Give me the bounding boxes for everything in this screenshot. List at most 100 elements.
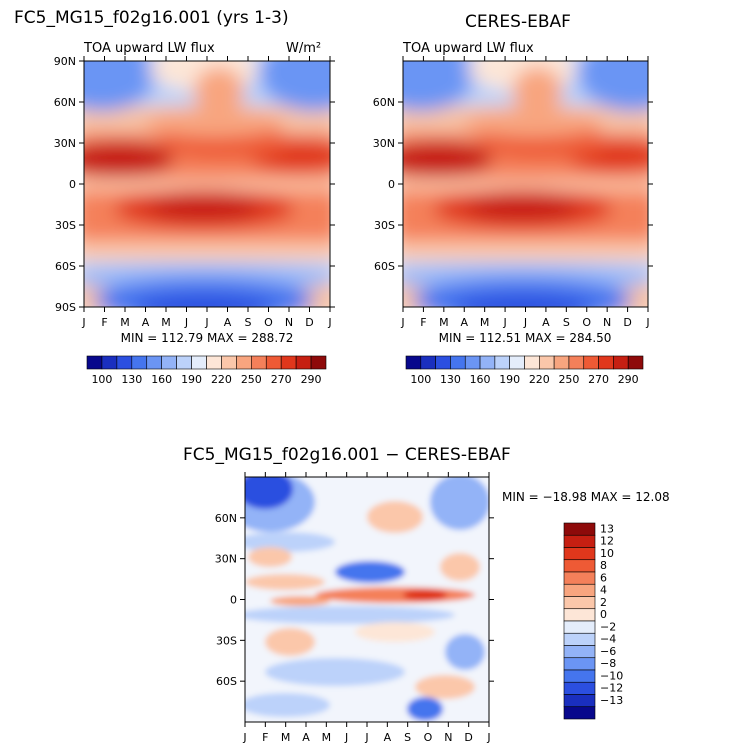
- colorbar-swatch: [131, 355, 148, 370]
- colorbar-swatch: [563, 620, 596, 634]
- colorbar-swatch: [583, 355, 599, 370]
- colorbar-swatch: [405, 355, 422, 370]
- colorbar-label: 0: [600, 608, 607, 621]
- colorbar-label: −6: [600, 645, 616, 658]
- colorbar-label: −10: [600, 669, 623, 682]
- colorbar-label: 220: [211, 373, 232, 386]
- x-tick-label: N: [444, 731, 452, 744]
- panel2-contour-field: [403, 61, 648, 307]
- x-tick-label: D: [623, 316, 631, 329]
- x-tick-label: J: [645, 316, 649, 329]
- x-tick-label: J: [364, 731, 368, 744]
- colorbar-label: 4: [600, 584, 607, 597]
- x-tick-label: N: [285, 316, 293, 329]
- colorbar-label: 130: [121, 373, 142, 386]
- colorbar-label: 270: [271, 373, 292, 386]
- colorbar-swatch: [435, 355, 451, 370]
- colorbar-swatch: [563, 706, 596, 720]
- colorbar-label: 250: [241, 373, 262, 386]
- panel1-units: W/m²: [286, 41, 321, 56]
- x-tick-label: M: [322, 731, 332, 744]
- colorbar-swatch: [563, 645, 596, 659]
- x-tick-label: J: [242, 731, 246, 744]
- colorbar-label: −2: [600, 620, 616, 633]
- colorbar-label: −4: [600, 633, 616, 646]
- panel1-title: FC5_MG15_f02g16.001 (yrs 1-3): [14, 8, 289, 28]
- colorbar-swatch: [509, 355, 525, 370]
- colorbar-swatch: [539, 355, 555, 370]
- x-tick-label: M: [161, 316, 171, 329]
- y-tick-label: 60N: [54, 96, 76, 109]
- x-tick-label: F: [101, 316, 107, 329]
- panel1-y-axis: 90N 60N 30N 0 30S 60S 90S: [54, 55, 335, 314]
- y-tick-label: 30N: [54, 137, 76, 150]
- y-tick-label: 0: [388, 178, 395, 191]
- panel3-minmax: MIN = −18.98 MAX = 12.08: [502, 490, 670, 504]
- x-tick-label: D: [464, 731, 472, 744]
- colorbar-label: 190: [181, 373, 202, 386]
- colorbar-label: 100: [410, 373, 431, 386]
- colorbar-swatch: [191, 355, 207, 370]
- panel-ceres: CERES-EBAF TOA upward LW flux 60N 30N 0 30S…: [373, 12, 653, 345]
- colorbar-swatch: [146, 355, 162, 370]
- colorbar-swatch: [563, 534, 596, 548]
- colorbar-swatch: [206, 355, 222, 370]
- colorbar-swatch: [494, 355, 510, 370]
- colorbar-swatch: [101, 355, 118, 370]
- colorbar-swatch: [598, 355, 614, 370]
- x-tick-label: M: [120, 316, 130, 329]
- x-tick-label: M: [281, 731, 291, 744]
- colorbar-swatch: [450, 355, 466, 370]
- colorbar-swatch: [563, 657, 596, 671]
- panel1-contour-field: [84, 61, 330, 307]
- colorbar-label: 6: [600, 571, 607, 584]
- colorbar-swatch: [563, 571, 596, 585]
- x-tick-label: S: [245, 316, 252, 329]
- y-tick-label: 60S: [374, 260, 395, 273]
- x-tick-label: S: [563, 316, 570, 329]
- colorbar-swatch: [310, 355, 327, 370]
- panel1-subtitle: TOA upward LW flux: [83, 41, 215, 56]
- colorbar-swatch: [613, 355, 629, 370]
- colorbar-model: 100 130 160 190 220 250 270 290: [86, 355, 327, 386]
- x-tick-label: D: [305, 316, 313, 329]
- y-tick-label: 30N: [215, 553, 237, 566]
- colorbar-swatch: [563, 681, 596, 695]
- x-tick-label: M: [439, 316, 449, 329]
- y-tick-label: 30N: [373, 137, 395, 150]
- x-tick-label: J: [327, 316, 331, 329]
- colorbar-label: 290: [301, 373, 322, 386]
- colorbar-swatch: [265, 355, 282, 370]
- colorbar-swatch: [563, 669, 596, 683]
- y-tick-label: 60N: [215, 512, 237, 525]
- panel2-subtitle: TOA upward LW flux: [402, 41, 534, 56]
- y-tick-label: 30S: [216, 634, 237, 647]
- colorbar-ceres: 100 130 160 190 220 250 270 290: [405, 355, 644, 386]
- colorbar-label: 190: [499, 373, 520, 386]
- colorbar-label: 13: [600, 522, 614, 535]
- panel3-title: FC5_MG15_f02g16.001 − CERES-EBAF: [183, 445, 511, 465]
- colorbar-label: 270: [588, 373, 609, 386]
- colorbar-swatch: [553, 355, 570, 370]
- y-tick-label: 0: [230, 594, 237, 607]
- colorbar-label: 160: [151, 373, 172, 386]
- colorbar-swatch: [563, 632, 596, 646]
- colorbar-swatch: [563, 608, 596, 622]
- colorbar-swatch: [563, 583, 596, 597]
- x-tick-label: J: [204, 316, 208, 329]
- colorbar-label: 290: [618, 373, 639, 386]
- x-tick-label: A: [384, 731, 392, 744]
- x-tick-label: A: [460, 316, 468, 329]
- colorbar-label: 10: [600, 547, 614, 560]
- colorbar-swatch: [176, 355, 192, 370]
- colorbar-swatch: [420, 355, 436, 370]
- x-tick-label: F: [262, 731, 268, 744]
- panel2-y-axis: 60N 30N 0 30S 60S: [373, 96, 653, 273]
- colorbar-label: 250: [558, 373, 579, 386]
- y-tick-label: 30S: [374, 219, 395, 232]
- colorbar-swatch: [563, 596, 596, 610]
